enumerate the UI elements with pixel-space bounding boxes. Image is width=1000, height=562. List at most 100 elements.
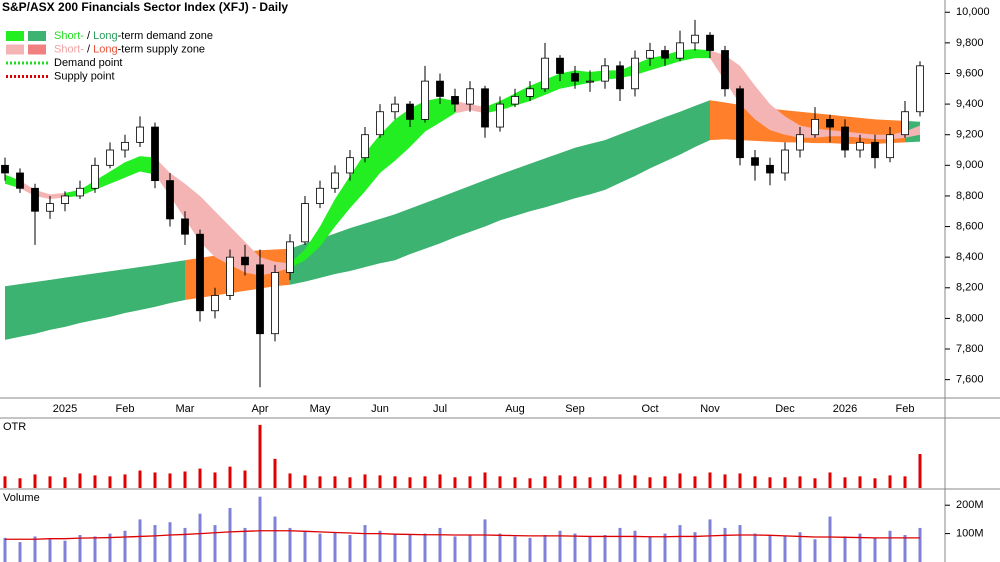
bar: [618, 474, 622, 488]
x-tick-label: Oct: [641, 403, 658, 415]
candle-body: [466, 88, 474, 105]
y-tick-label: 10,000: [956, 6, 990, 18]
bar: [783, 536, 787, 562]
bar: [663, 533, 667, 562]
x-tick-label: 2025: [53, 403, 77, 415]
bar: [753, 533, 757, 562]
candle-body: [16, 172, 24, 189]
candle-body: [751, 157, 759, 166]
bar: [873, 478, 877, 488]
candle-body: [61, 195, 69, 204]
bar: [378, 530, 382, 562]
x-tick-label: Sep: [565, 403, 585, 415]
y-tick-label: 200M: [956, 499, 984, 511]
x-tick-label: Jun: [371, 403, 389, 415]
bar: [498, 476, 502, 488]
bar: [363, 525, 367, 562]
bar: [858, 533, 862, 562]
legend-label: Supply point: [54, 70, 115, 82]
bar: [168, 522, 172, 562]
bar: [243, 527, 247, 562]
y-tick-label: 7,800: [956, 343, 984, 355]
bar: [603, 535, 607, 562]
candle-body: [496, 103, 504, 128]
bar: [123, 530, 127, 562]
candle-body: [601, 65, 609, 82]
legend-text: /: [84, 43, 93, 55]
average-line: [5, 530, 920, 540]
zone-band: [5, 100, 920, 340]
bar: [78, 535, 82, 562]
candle-body: [856, 141, 864, 151]
candle-body: [136, 126, 144, 143]
y-tick-label: 9,600: [956, 67, 984, 79]
bar: [543, 476, 547, 488]
bar: [423, 476, 427, 488]
bar: [108, 533, 112, 562]
legend-text: Long: [93, 43, 117, 55]
bar: [78, 473, 82, 488]
candle-body: [301, 203, 309, 243]
bar: [228, 466, 232, 488]
candle-body: [886, 134, 894, 159]
legend-label: Demand point: [54, 57, 123, 69]
candle-body: [646, 50, 654, 59]
bar: [708, 472, 712, 488]
candle-body: [451, 96, 459, 105]
bar: [108, 476, 112, 488]
bar: [483, 519, 487, 562]
bar: [468, 476, 472, 488]
bar: [543, 535, 547, 562]
candle-body: [526, 88, 534, 97]
bar: [48, 476, 52, 488]
legend-text: Short-: [54, 30, 84, 42]
bar: [813, 539, 817, 562]
bar: [558, 530, 562, 562]
bar: [753, 476, 757, 488]
candle-body: [391, 103, 399, 113]
legend-text: Demand point: [54, 57, 123, 69]
bar: [3, 537, 7, 562]
bar: [378, 475, 382, 488]
bar: [483, 472, 487, 488]
candle-body: [121, 141, 129, 151]
bar: [513, 477, 517, 488]
candle-body: [631, 57, 639, 90]
bar: [843, 477, 847, 488]
candle-body: [916, 65, 924, 113]
panel-title: Volume: [3, 492, 40, 504]
bar: [633, 530, 637, 562]
bar: [723, 474, 727, 488]
x-tick-label: Feb: [896, 403, 915, 415]
bar: [873, 537, 877, 562]
bar: [618, 527, 622, 562]
bar: [63, 477, 67, 488]
candle-body: [361, 134, 369, 159]
y-tick-label: 9,200: [956, 129, 984, 141]
candle-body: [481, 88, 489, 128]
bar: [318, 533, 322, 562]
bar: [258, 496, 262, 562]
bar: [228, 508, 232, 562]
candle-body: [286, 241, 294, 273]
bar: [573, 533, 577, 562]
bar: [813, 478, 817, 488]
bar: [633, 475, 637, 488]
bar: [708, 519, 712, 562]
candle-body: [151, 126, 159, 182]
bar: [918, 527, 922, 562]
candle-body: [556, 57, 564, 74]
bar: [768, 477, 772, 488]
bar: [828, 516, 832, 562]
bar: [798, 532, 802, 562]
bar: [648, 536, 652, 562]
bar: [408, 477, 412, 488]
x-tick-label: Nov: [700, 403, 720, 415]
bar: [858, 476, 862, 488]
bar: [888, 475, 892, 488]
bar: [48, 539, 52, 562]
x-tick-label: Aug: [505, 403, 525, 415]
x-tick-label: Jul: [433, 403, 447, 415]
bar: [318, 476, 322, 488]
